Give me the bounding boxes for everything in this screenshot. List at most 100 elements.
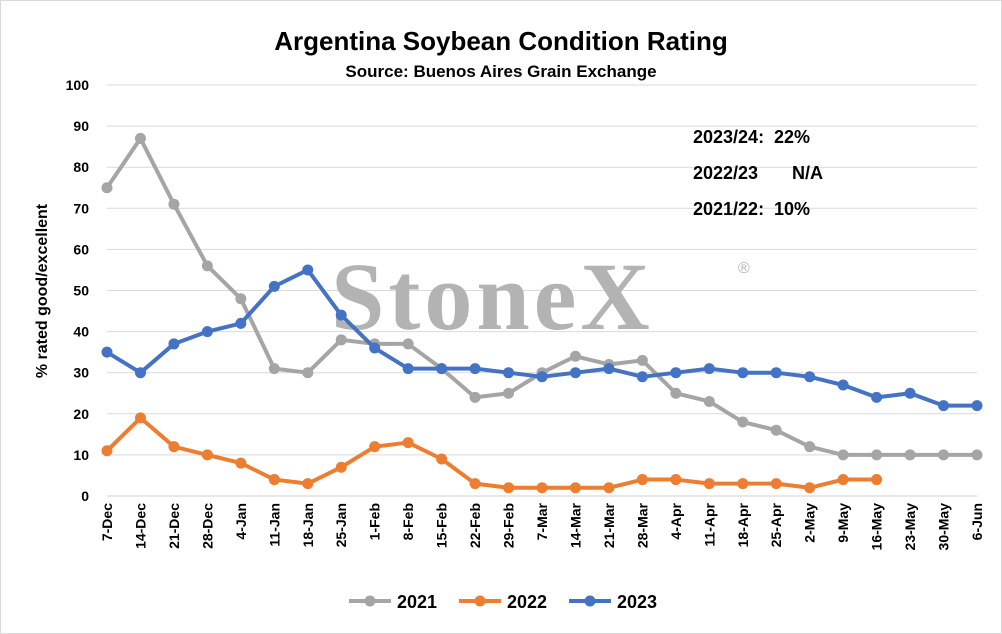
data-point-2022 <box>703 478 715 490</box>
data-point-2021 <box>971 449 983 461</box>
data-point-2023 <box>235 317 247 329</box>
x-tick-label: 2-May <box>802 503 818 543</box>
y-tick-label: 90 <box>73 118 89 134</box>
registered-mark: ® <box>738 260 750 277</box>
x-tick-label: 14-Dec <box>132 503 148 549</box>
annotation-label: 2022/23 <box>693 163 758 183</box>
data-point-2023 <box>469 363 481 375</box>
data-point-2023 <box>335 309 347 321</box>
legend: 2021 2022 2023 <box>349 592 657 612</box>
data-point-2023 <box>168 338 180 350</box>
data-point-2022 <box>569 482 581 494</box>
x-tick-label: 9-May <box>835 503 851 543</box>
data-point-2023 <box>302 264 314 276</box>
x-tick-label: 7-Dec <box>99 503 115 541</box>
legend-label: 2023 <box>617 592 657 612</box>
data-point-2021 <box>302 367 314 379</box>
x-tick-label: 4-Jan <box>233 503 249 540</box>
x-axis-ticks: 7-Dec 14-Dec 21-Dec 28-Dec 4-Jan 11-Jan 18-Jan… <box>99 502 985 550</box>
x-tick-label: 14-Mar <box>567 502 583 548</box>
data-point-2022 <box>302 478 314 490</box>
data-point-2023 <box>101 346 113 358</box>
data-point-2023 <box>201 326 213 338</box>
annotation-value: N/A <box>792 163 823 183</box>
data-point-2022 <box>670 474 682 486</box>
data-point-2021 <box>804 441 816 453</box>
data-point-2021 <box>871 449 883 461</box>
x-tick-label: 23-May <box>902 503 918 551</box>
y-tick-label: 10 <box>73 447 89 463</box>
data-point-2023 <box>268 280 280 292</box>
data-point-2022 <box>737 478 749 490</box>
data-point-2021 <box>134 132 146 144</box>
x-tick-label: 11-Jan <box>266 503 282 547</box>
data-point-2023 <box>636 371 648 383</box>
y-tick-label: 40 <box>73 324 89 340</box>
annotation-label: 2023/24: <box>693 127 764 147</box>
data-point-2023 <box>436 363 448 375</box>
data-point-2022 <box>235 457 247 469</box>
data-point-2021 <box>703 395 715 407</box>
x-tick-label: 25-Jan <box>333 503 349 547</box>
data-point-2021 <box>569 350 581 362</box>
annotations: 2023/24: 22% 2022/23 N/A 2021/22: 10% <box>693 127 823 219</box>
chart-subtitle: Source: Buenos Aires Grain Exchange <box>345 62 656 81</box>
x-tick-label: 6-Jun <box>969 503 985 540</box>
data-point-2022 <box>369 441 381 453</box>
annotation-label: 2021/22: <box>693 199 764 219</box>
x-tick-label: 18-Apr <box>735 502 751 547</box>
x-tick-label: 11-Apr <box>701 502 717 546</box>
data-point-2023 <box>670 367 682 379</box>
y-tick-label: 80 <box>73 159 89 175</box>
series-2023 <box>101 264 983 412</box>
data-point-2021 <box>101 182 113 194</box>
watermark: StoneX ® <box>331 243 750 350</box>
data-point-2021 <box>503 387 515 399</box>
data-point-2022 <box>402 437 414 449</box>
data-point-2022 <box>770 478 782 490</box>
data-point-2021 <box>904 449 916 461</box>
data-point-2023 <box>871 391 883 403</box>
x-tick-label: 28-Mar <box>634 502 650 548</box>
annotation-value: 22% <box>774 127 810 147</box>
y-tick-label: 50 <box>73 283 89 299</box>
x-tick-label: 21-Mar <box>601 502 617 548</box>
data-point-2021 <box>402 338 414 350</box>
y-tick-label: 100 <box>66 77 90 93</box>
data-point-2023 <box>971 400 983 412</box>
series-2022 <box>101 412 883 494</box>
data-point-2023 <box>536 371 548 383</box>
y-tick-label: 60 <box>73 241 89 257</box>
data-point-2021 <box>168 198 180 210</box>
data-point-2023 <box>503 367 515 379</box>
annotation-value: 10% <box>774 199 810 219</box>
y-tick-label: 20 <box>73 406 89 422</box>
data-point-2022 <box>804 482 816 494</box>
data-point-2021 <box>335 334 347 346</box>
x-tick-label: 7-Mar <box>534 502 550 540</box>
data-point-2022 <box>837 474 849 486</box>
data-point-2021 <box>737 416 749 428</box>
data-point-2022 <box>335 461 347 473</box>
x-tick-label: 25-Apr <box>768 502 784 547</box>
legend-swatch-marker <box>364 595 376 607</box>
data-point-2022 <box>101 445 113 457</box>
data-point-2023 <box>402 363 414 375</box>
series-line-2022 <box>105 415 879 490</box>
data-point-2023 <box>804 371 816 383</box>
data-point-2021 <box>201 260 213 272</box>
data-point-2022 <box>871 474 883 486</box>
chart-title: Argentina Soybean Condition Rating <box>274 26 728 56</box>
x-tick-label: 1-Feb <box>367 503 383 540</box>
data-point-2022 <box>134 412 146 424</box>
data-point-2022 <box>603 482 615 494</box>
x-tick-label: 18-Jan <box>300 503 316 547</box>
legend-label: 2021 <box>397 592 437 612</box>
data-point-2021 <box>670 387 682 399</box>
data-point-2023 <box>737 367 749 379</box>
data-point-2023 <box>770 367 782 379</box>
data-point-2023 <box>904 387 916 399</box>
data-point-2021 <box>837 449 849 461</box>
